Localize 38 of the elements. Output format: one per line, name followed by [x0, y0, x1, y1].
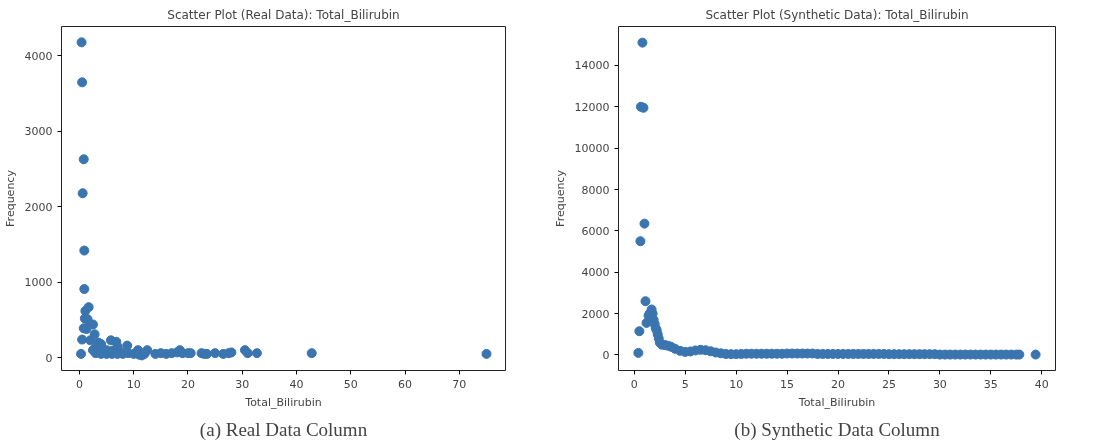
y-tick-label: 10000	[574, 142, 610, 156]
x-tick-label: 0	[630, 377, 638, 391]
x-tick-label: 20	[831, 377, 846, 391]
y-tick-label: 0	[602, 348, 610, 362]
x-tick-label: 35	[983, 377, 998, 391]
y-tick-label: 1000	[24, 276, 53, 290]
text: (b) Synthetic Data Column	[734, 418, 941, 441]
x-tick-label: 60	[398, 377, 413, 391]
x-axis-title: Total_Bilirubin	[797, 395, 876, 409]
y-tick-label: 2000	[24, 200, 53, 214]
x-tick-label: 10	[729, 377, 744, 391]
y-tick-label: 6000	[581, 224, 610, 238]
y-tick-label: 2000	[581, 307, 610, 321]
x-tick-label: 25	[881, 377, 896, 391]
x-tick-label: 10	[126, 377, 141, 391]
text: (a) Real Data Column	[199, 418, 368, 441]
x-axis-title: Total_Bilirubin	[244, 395, 322, 409]
y-tick-label: 8000	[581, 183, 610, 197]
chart-title: Scatter Plot (Synthetic Data): Total_Bilirubin	[705, 7, 969, 22]
x-tick-label: 0	[75, 377, 83, 391]
x-tick-label: 30	[235, 377, 250, 391]
y-tick-label: 3000	[24, 125, 53, 139]
chart-title: Scatter Plot (Real Data): Total_Bilirubin	[167, 7, 400, 22]
y-tick-label: 4000	[24, 49, 53, 63]
y-axis-title: Frequency	[3, 169, 17, 227]
x-tick-label: 15	[780, 377, 795, 391]
y-axis-title: Frequency	[553, 169, 567, 227]
y-tick-label: 12000	[574, 100, 610, 114]
x-tick-label: 70	[452, 377, 467, 391]
x-tick-label: 40	[1034, 377, 1049, 391]
x-tick-label: 40	[289, 377, 304, 391]
y-tick-label: 0	[45, 351, 53, 365]
y-tick-label: 4000	[581, 266, 610, 280]
x-tick-label: 20	[180, 377, 195, 391]
x-tick-label: 30	[932, 377, 947, 391]
x-tick-label: 50	[343, 377, 358, 391]
y-tick-label: 14000	[574, 59, 610, 73]
x-tick-label: 5	[681, 377, 689, 391]
